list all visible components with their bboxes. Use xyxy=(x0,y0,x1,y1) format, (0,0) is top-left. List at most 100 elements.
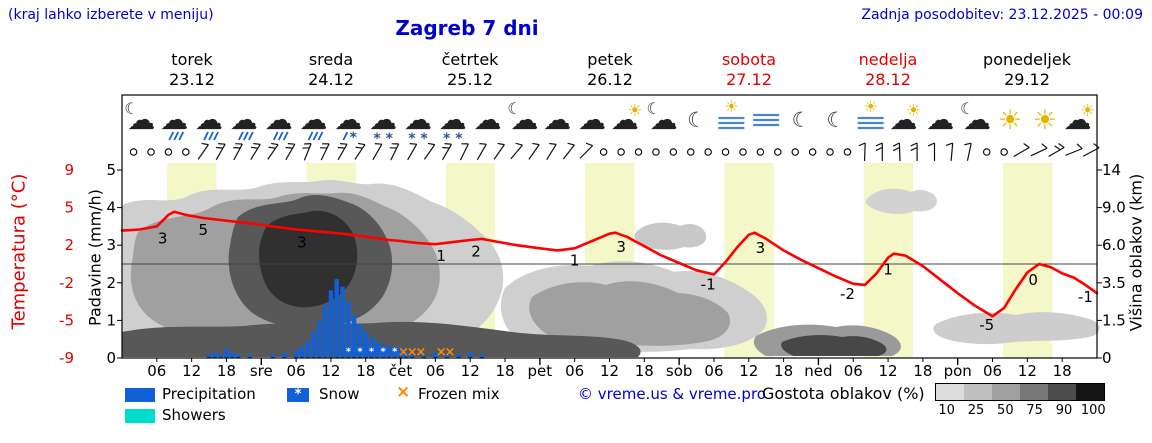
cloud-scale-labels: 10 25 50 75 90 100 xyxy=(932,403,1108,418)
snow-marker-box xyxy=(379,347,387,354)
temperature-value: 1 xyxy=(436,247,446,265)
barb-tick xyxy=(1041,143,1048,149)
temperature-value: 3 xyxy=(158,229,168,247)
barb-shaft xyxy=(1013,146,1030,158)
barb-shaft xyxy=(493,144,505,160)
day-header-petek: petek 26.12 xyxy=(540,50,680,90)
wind-barb-icon xyxy=(285,142,296,161)
wind-barb-icon xyxy=(372,142,383,161)
precip-bar xyxy=(421,354,426,358)
barb-shaft xyxy=(320,143,330,161)
x-tick-label: 06 xyxy=(704,362,723,380)
last-update: Zadnja posodobitev: 23.12.2025 - 00:09 xyxy=(861,7,1143,23)
moon-icon: ☾ xyxy=(826,108,845,132)
temperature-value: 1 xyxy=(570,251,580,269)
barb-tick xyxy=(355,146,363,149)
sun-icon: ☀ xyxy=(1080,101,1095,121)
temperature-axis-title: Temperatura (°C) xyxy=(8,173,30,330)
wind-barb-icon xyxy=(389,143,400,161)
cloud-icon: ☁ xyxy=(926,103,954,136)
precip-bar xyxy=(299,346,305,358)
barb-shaft xyxy=(390,143,400,161)
barb-tick xyxy=(337,146,345,149)
calm-wind-icon xyxy=(826,148,834,156)
barb-tick xyxy=(218,142,226,145)
barb-shaft xyxy=(372,143,383,161)
temperature-value: -1 xyxy=(701,275,716,293)
cloud-scale-block xyxy=(992,384,1020,400)
barb-shaft xyxy=(337,143,348,161)
snow-marker-box xyxy=(344,347,352,354)
calm-wind-icon xyxy=(147,148,155,156)
wind-barb-icon xyxy=(1048,142,1065,158)
barb-shaft xyxy=(459,143,469,161)
precip-bar xyxy=(456,354,461,358)
wind-barb-icon xyxy=(197,142,209,160)
x-tick-label: 12 xyxy=(461,362,480,380)
barb-tick xyxy=(427,142,435,146)
temp-tick-label: 9 xyxy=(64,161,74,179)
snow-marks: * * xyxy=(408,131,428,147)
barb-tick xyxy=(1076,143,1083,150)
snow-marks: * * xyxy=(443,131,463,147)
calm-wind-icon xyxy=(756,148,765,156)
wind-barb-icon xyxy=(233,143,243,161)
copyright-link[interactable]: © vreme.us & vreme.pro xyxy=(578,385,766,403)
precip-bar xyxy=(206,354,212,358)
showers-swatch xyxy=(125,409,155,423)
day-date: 25.12 xyxy=(447,70,493,89)
barb-tick xyxy=(340,142,348,145)
x-tick-label: 12 xyxy=(321,362,340,380)
x-tick-label: 18 xyxy=(635,362,654,380)
barb-tick xyxy=(479,142,487,145)
barb-shaft xyxy=(1065,148,1083,156)
snow-marker-box xyxy=(356,347,364,354)
barb-tick xyxy=(964,142,972,146)
wind-barb-icon xyxy=(493,142,505,160)
barb-tick xyxy=(285,146,293,149)
snow-marker xyxy=(344,347,352,354)
rain-mark xyxy=(178,131,185,141)
barb-tick xyxy=(532,142,540,146)
barb-tick xyxy=(910,146,918,152)
sun-icon: ☀ xyxy=(906,101,921,121)
precip-bar xyxy=(282,352,287,358)
barb-tick xyxy=(585,142,593,147)
temp-tick-label: -5 xyxy=(59,311,74,329)
barb-tick xyxy=(893,146,900,152)
cloud-axis-title: Višina oblakov (km) xyxy=(1126,173,1146,332)
rain-mark xyxy=(342,131,349,141)
calm-wind-icon xyxy=(982,148,991,156)
x-tick-label: pet xyxy=(528,362,553,380)
calm-wind-icon xyxy=(791,148,799,156)
barb-shaft xyxy=(441,143,453,161)
calm-wind-icon xyxy=(843,148,852,156)
barb-tick xyxy=(201,142,209,146)
barb-tick xyxy=(892,142,900,147)
wind-barb-icon xyxy=(945,142,954,162)
precip-tick-label: 4 xyxy=(106,199,116,217)
barb-tick xyxy=(1058,142,1065,148)
temperature-value: -1 xyxy=(1078,288,1093,306)
barb-tick xyxy=(910,142,918,147)
precip-bar xyxy=(433,352,438,358)
x-tick-label: čet xyxy=(389,362,412,380)
snow-marks: * * xyxy=(373,131,393,147)
frozen-mix-marker: × xyxy=(444,345,455,360)
x-tick-label: 12 xyxy=(600,362,619,380)
cloud-scale-block xyxy=(964,384,992,400)
calm-wind-icon xyxy=(129,148,138,156)
snow-marker-star: * xyxy=(369,347,375,358)
cloud-tick-label: 14 xyxy=(1102,161,1121,179)
calm-wind-icon xyxy=(634,148,643,156)
precip-axis-title: Padavine (mm/h) xyxy=(85,189,105,326)
cloud-tick-label: 3.5 xyxy=(1102,274,1126,292)
temperature-value: -5 xyxy=(979,316,994,334)
barb-tick xyxy=(271,142,279,146)
temperature-value: 2 xyxy=(471,242,481,260)
sun-icon: ☀ xyxy=(1033,105,1057,136)
sun-icon: ☀ xyxy=(998,105,1022,136)
snow-marker xyxy=(391,347,399,354)
barb-tick xyxy=(253,142,261,145)
